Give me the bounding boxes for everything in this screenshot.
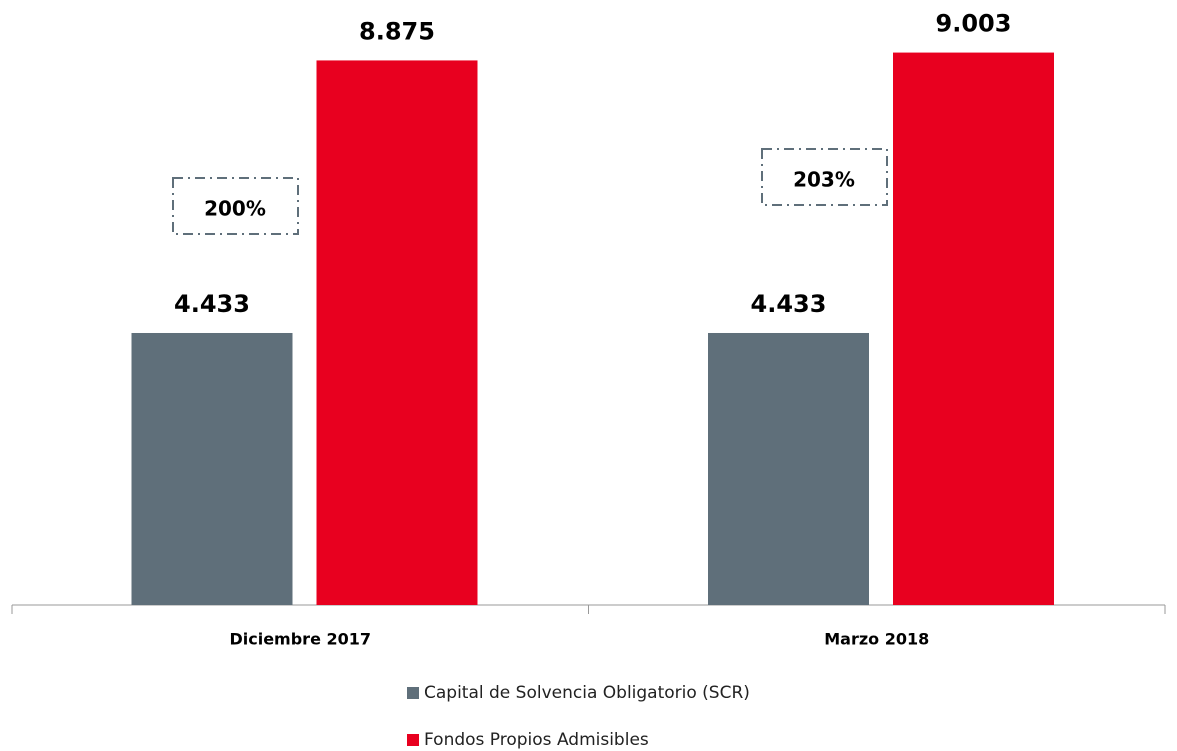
- bar: [893, 52, 1054, 605]
- annotation: 200%: [204, 197, 266, 221]
- x-tick-label: Marzo 2018: [824, 630, 929, 649]
- bar: [131, 332, 293, 605]
- bar: [708, 332, 869, 605]
- legend-swatch: [407, 687, 419, 699]
- legend-swatch: [407, 734, 419, 746]
- annotation-box: [761, 148, 888, 206]
- annotation: 203%: [793, 168, 855, 192]
- annotation-box: [172, 177, 299, 235]
- data-label: 4.433: [174, 290, 250, 318]
- x-tick-label: Diciembre 2017: [229, 630, 371, 649]
- data-label: 8.875: [359, 17, 435, 45]
- legend-label: Fondos Propios Admisibles: [424, 730, 649, 750]
- data-label: 4.433: [751, 290, 827, 318]
- bar: [316, 60, 478, 606]
- data-label: 9.003: [936, 10, 1012, 38]
- legend-label: Capital de Solvencia Obligatorio (SCR): [424, 683, 750, 703]
